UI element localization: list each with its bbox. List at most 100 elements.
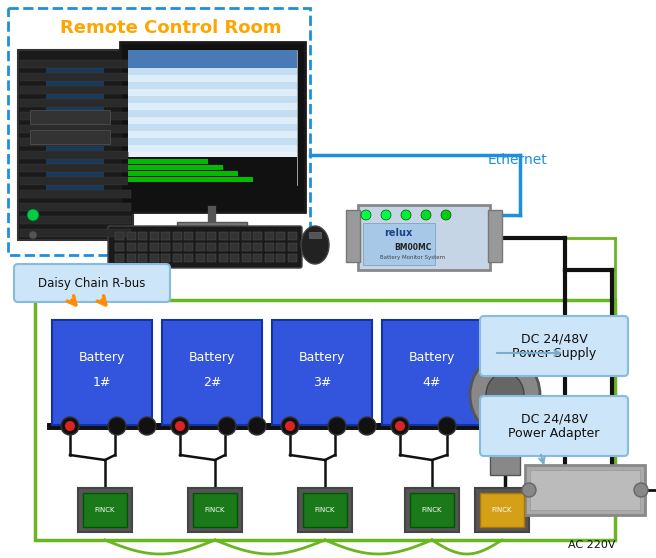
Bar [490, 430, 520, 475]
FancyBboxPatch shape [108, 226, 302, 268]
Bar [83, 493, 127, 527]
Text: BM00MC: BM00MC [394, 243, 432, 252]
Text: Remote Control Room: Remote Control Room [60, 19, 281, 37]
Bar [20, 138, 131, 146]
Bar [287, 243, 297, 251]
Bar [184, 254, 193, 262]
Bar [276, 254, 285, 262]
Bar [276, 243, 285, 251]
Bar [480, 493, 524, 527]
Circle shape [171, 417, 189, 435]
Text: AC 220V: AC 220V [568, 540, 616, 550]
Bar [20, 203, 131, 211]
Bar [346, 210, 360, 262]
Bar [173, 243, 182, 251]
Text: Daisy Chain R-bus: Daisy Chain R-bus [38, 277, 146, 290]
Circle shape [441, 210, 451, 220]
Circle shape [61, 417, 79, 435]
Ellipse shape [470, 355, 540, 435]
Bar [128, 177, 253, 182]
Text: Battery: Battery [299, 352, 345, 364]
Bar [138, 254, 147, 262]
Ellipse shape [486, 373, 524, 417]
Bar [161, 243, 170, 251]
Circle shape [438, 417, 456, 435]
Bar [128, 124, 297, 131]
Circle shape [27, 209, 39, 221]
Bar [161, 232, 170, 240]
Circle shape [65, 421, 75, 431]
Bar [128, 157, 297, 187]
Text: 4#: 4# [423, 376, 441, 388]
Bar [253, 232, 262, 240]
Bar [20, 229, 131, 237]
FancyBboxPatch shape [14, 264, 170, 302]
Bar [150, 232, 159, 240]
Bar [35, 300, 615, 540]
Circle shape [381, 210, 391, 220]
Bar [363, 223, 435, 265]
Bar [207, 254, 216, 262]
Bar [128, 89, 297, 96]
Text: relux: relux [384, 228, 412, 238]
Text: FINCK: FINCK [315, 507, 335, 513]
Bar [264, 243, 274, 251]
Text: FINCK: FINCK [492, 507, 512, 513]
Bar [78, 488, 132, 532]
Bar [177, 222, 247, 232]
Bar [188, 488, 242, 532]
Bar [128, 110, 297, 117]
Circle shape [522, 483, 536, 497]
Text: 2#: 2# [203, 376, 221, 388]
Bar [128, 50, 297, 185]
FancyBboxPatch shape [480, 316, 628, 376]
Bar [115, 254, 124, 262]
Bar [128, 117, 297, 124]
Bar [120, 42, 305, 212]
Bar [128, 75, 297, 82]
Bar [115, 243, 124, 251]
Bar [264, 254, 274, 262]
Bar [195, 232, 205, 240]
Text: FINCK: FINCK [422, 507, 442, 513]
Bar [184, 243, 193, 251]
Bar [358, 205, 490, 270]
Circle shape [175, 421, 185, 431]
Bar [525, 465, 645, 515]
Bar [230, 232, 239, 240]
Bar [128, 165, 223, 170]
Bar [272, 320, 372, 425]
Bar [184, 232, 193, 240]
Text: FINCK: FINCK [205, 507, 225, 513]
Bar [218, 243, 228, 251]
Bar [173, 232, 182, 240]
Bar [195, 254, 205, 262]
Circle shape [421, 210, 431, 220]
Bar [138, 243, 147, 251]
Bar [30, 110, 110, 124]
Bar [20, 151, 131, 159]
Bar [382, 320, 482, 425]
Circle shape [108, 417, 126, 435]
Ellipse shape [301, 226, 329, 264]
Bar [193, 493, 237, 527]
Bar [162, 320, 262, 425]
Bar [20, 125, 131, 133]
Bar [530, 470, 640, 510]
Bar [488, 210, 502, 262]
Bar [128, 68, 297, 75]
Bar [309, 232, 321, 238]
Bar [303, 493, 347, 527]
Bar [46, 65, 104, 195]
Bar [20, 164, 131, 172]
Circle shape [328, 417, 346, 435]
Circle shape [358, 417, 376, 435]
Bar [128, 138, 297, 145]
Bar [128, 145, 297, 152]
Circle shape [281, 417, 299, 435]
Bar [173, 254, 182, 262]
Bar [253, 243, 262, 251]
Bar [218, 232, 228, 240]
Bar [128, 82, 297, 89]
Bar [20, 73, 131, 81]
